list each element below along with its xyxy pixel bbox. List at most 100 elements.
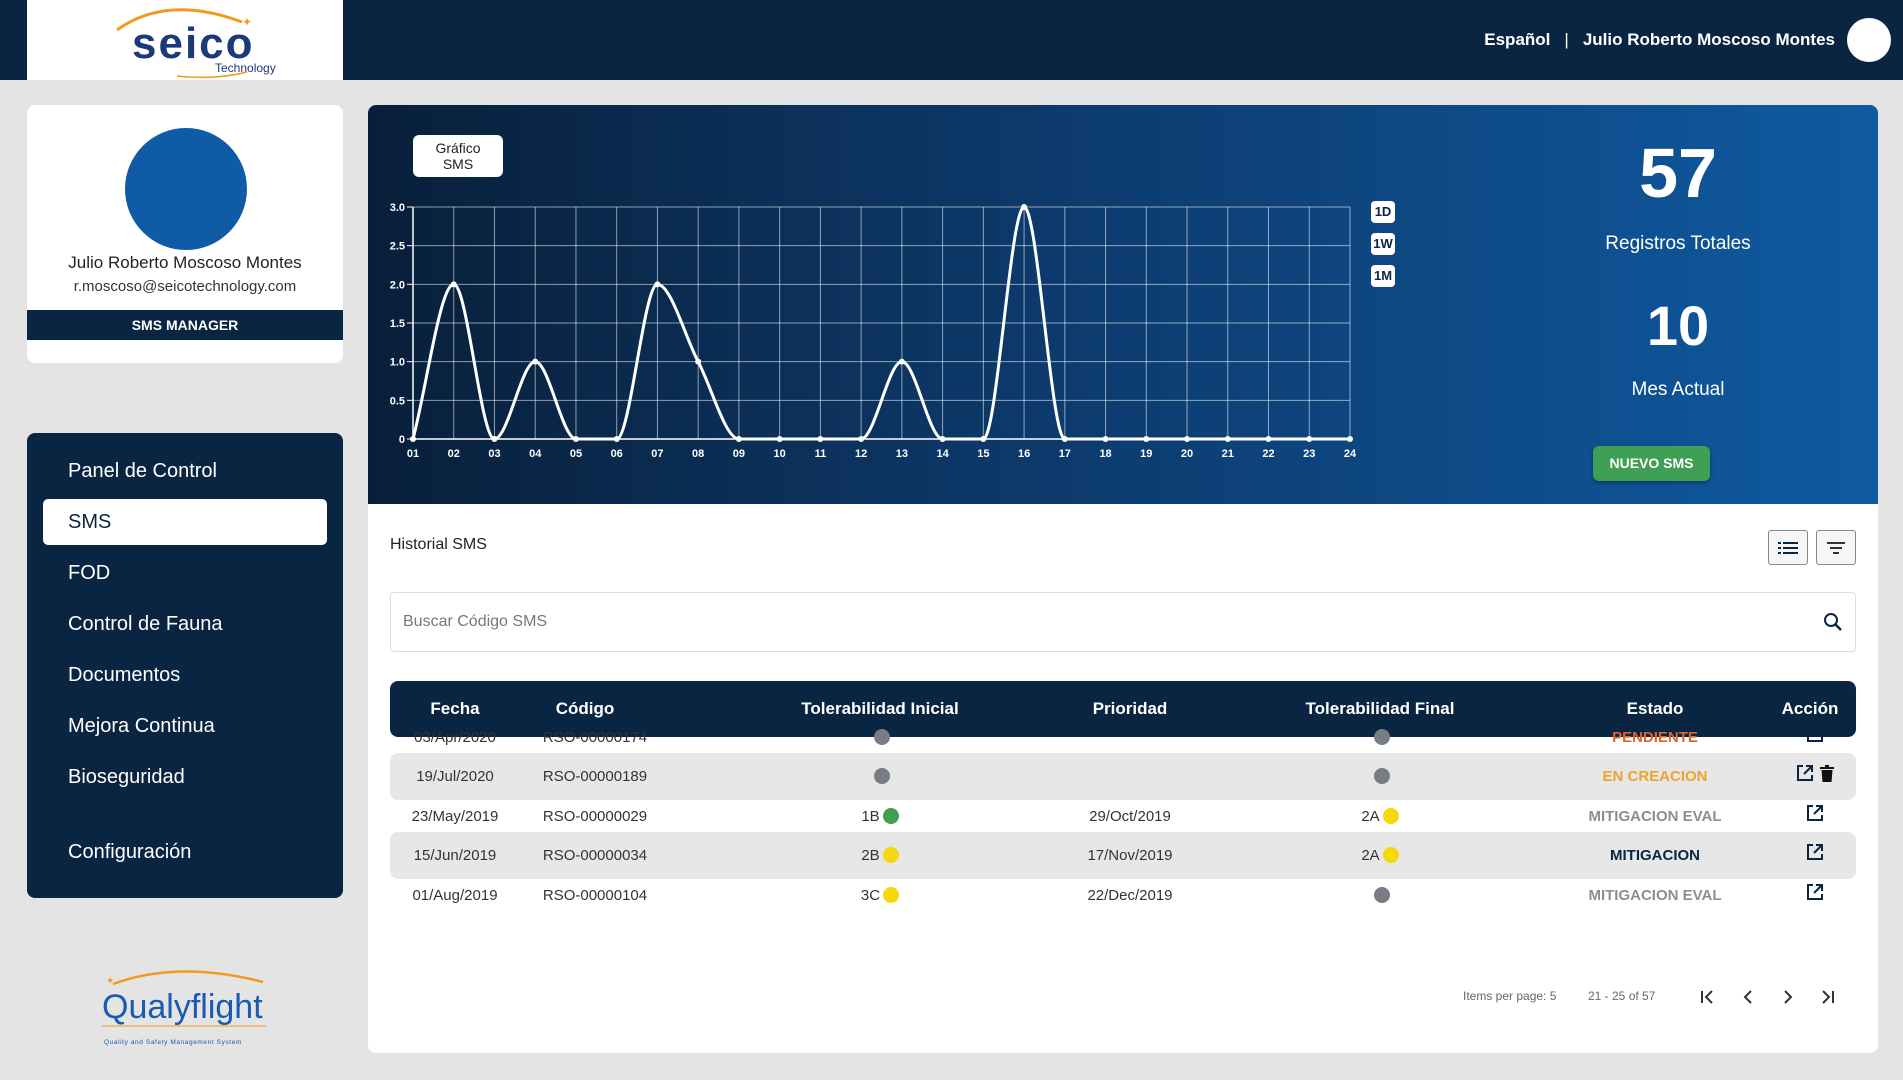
- data-point: [1224, 436, 1231, 442]
- x-tick-label: 03: [488, 448, 500, 460]
- data-point: [450, 281, 457, 288]
- previous-page-button[interactable]: [1735, 985, 1761, 1009]
- table-row[interactable]: 19/Jul/2020 RSO-00000189 EN CREACION: [390, 753, 1856, 800]
- topbar-separator: |: [1564, 30, 1569, 49]
- x-tick-label: 22: [1262, 448, 1274, 460]
- chart-title: Gráfico SMS: [413, 135, 503, 177]
- search-input[interactable]: [391, 593, 1791, 651]
- data-point: [1102, 436, 1109, 442]
- total-records-label: Registros Totales: [1605, 233, 1751, 254]
- search-icon[interactable]: [1823, 612, 1843, 632]
- table-row[interactable]: 15/Jun/2019 RSO-00000034 2B 17/Nov/2019 2A MI…: [390, 832, 1856, 879]
- table-row[interactable]: 23/May/2019 RSO-00000029 1B 29/Oct/2019 2A MI…: [390, 793, 1856, 840]
- svg-text:✦: ✦: [242, 15, 252, 29]
- header-fecha[interactable]: Fecha: [430, 699, 480, 718]
- delete-record-icon[interactable]: [1820, 754, 1834, 801]
- data-point: [980, 436, 987, 442]
- list-view-button[interactable]: [1768, 530, 1808, 565]
- next-page-button[interactable]: [1775, 985, 1801, 1009]
- cell-tolerabilidad-final: [1230, 714, 1530, 761]
- cell-codigo: RSO-00000029: [542, 808, 648, 825]
- cell-codigo: RSO-00000174: [542, 729, 648, 746]
- cell-fecha: 23/May/2019: [411, 808, 499, 825]
- x-tick-label: 14: [936, 448, 949, 460]
- filter-button[interactable]: [1816, 530, 1856, 565]
- cell-accion: [1770, 753, 1860, 800]
- cell-tolerabilidad-final: 2A: [1230, 832, 1530, 879]
- new-sms-button[interactable]: NUEVO SMS: [1593, 446, 1710, 481]
- table-row[interactable]: 03/Apr/2020 RSO-00000174 PENDIENTE: [390, 714, 1856, 761]
- data-point: [1021, 204, 1028, 210]
- cell-prioridad: 17/Nov/2019: [1087, 847, 1173, 864]
- tolerability-dot: [873, 729, 890, 746]
- items-per-page-select[interactable]: 5: [1549, 989, 1557, 1003]
- nav-item-documentos[interactable]: Documentos: [68, 664, 181, 686]
- x-tick-label: 08: [692, 448, 704, 460]
- nav-item-fod[interactable]: FOD: [68, 562, 111, 584]
- cell-tolerabilidad-inicial: 3C: [750, 872, 1010, 919]
- cell-fecha: 03/Apr/2020: [414, 729, 496, 746]
- cell-fecha: 01/Aug/2019: [412, 887, 498, 904]
- tolerability-dot: [1373, 887, 1390, 904]
- y-tick-label: 0: [399, 434, 405, 446]
- nav-item-panel-de-control[interactable]: Panel de Control: [68, 460, 217, 482]
- header-tolerabilidad-inicial[interactable]: Tolerabilidad Inicial: [801, 699, 959, 718]
- range-1w-button[interactable]: 1W: [1371, 233, 1395, 255]
- items-per-page-label: Items per page: 5: [1463, 989, 1557, 1003]
- header-tolerabilidad-final[interactable]: Tolerabilidad Final: [1305, 699, 1455, 718]
- tolerability-dot: [1373, 768, 1390, 785]
- sms-line-chart: 0 0.5 1.0 1.5 2.0 2.5 3.0 01 02 03 04 05 06 07 08 09 10 1…: [390, 202, 1357, 460]
- first-page-icon: [1701, 990, 1713, 1004]
- topbar-user-name[interactable]: Julio Roberto Moscoso Montes: [1582, 30, 1835, 49]
- last-page-button[interactable]: [1814, 985, 1840, 1009]
- header-accion: Acción: [1781, 699, 1839, 718]
- tolerability-dot: [883, 887, 900, 904]
- open-record-icon[interactable]: [1806, 794, 1824, 841]
- nav-item-mejora-continua[interactable]: Mejora Continua: [68, 715, 215, 737]
- range-1d-button[interactable]: 1D: [1371, 201, 1395, 223]
- nav-item-bioseguridad[interactable]: Bioseguridad: [68, 766, 185, 788]
- svg-text:✦: ✦: [106, 976, 114, 987]
- cell-fecha: 19/Jul/2020: [416, 768, 494, 785]
- open-record-icon[interactable]: [1796, 754, 1814, 801]
- header-prioridad[interactable]: Prioridad: [1092, 699, 1168, 718]
- open-record-icon[interactable]: [1806, 873, 1824, 920]
- cell-estado: MITIGACION EVAL: [1588, 887, 1722, 904]
- cell-codigo: RSO-00000034: [542, 847, 648, 864]
- cell-tolerabilidad-inicial: 2B: [750, 832, 1010, 879]
- nav-item-control-de-fauna[interactable]: Control de Fauna: [68, 613, 223, 635]
- header-codigo[interactable]: Código: [555, 699, 615, 718]
- table-header: Fecha Código Tolerabilidad Inicial Prior…: [390, 681, 1856, 737]
- y-tick-label: 2.0: [390, 279, 405, 291]
- header-estado[interactable]: Estado: [1626, 699, 1684, 718]
- x-tick-label: 09: [733, 448, 745, 460]
- x-tick-label: 05: [570, 448, 582, 460]
- qualyflight-logo: ✦ Qualyflight Quality and Safety Managem…: [98, 966, 278, 1057]
- chevron-right-icon: [1784, 990, 1793, 1004]
- data-point: [491, 436, 498, 442]
- x-tick-label: 07: [651, 448, 663, 460]
- current-month-value: 10: [1646, 294, 1710, 357]
- cell-accion: [1770, 714, 1860, 761]
- table-row[interactable]: 01/Aug/2019 RSO-00000104 3C 22/Dec/2019 MITI…: [390, 872, 1856, 919]
- user-avatar[interactable]: [1847, 18, 1891, 62]
- chevron-left-icon: [1743, 990, 1752, 1004]
- nav-item-sms[interactable]: SMS: [43, 499, 327, 545]
- range-1m-button[interactable]: 1M: [1371, 265, 1395, 287]
- seico-logo-tagline: Technology: [215, 61, 276, 75]
- x-tick-label: 04: [529, 448, 542, 460]
- nav-item-configuracion[interactable]: Configuración: [68, 841, 192, 863]
- language-selector[interactable]: Español: [1484, 30, 1551, 49]
- x-tick-label: 01: [407, 448, 419, 460]
- profile-name: Julio Roberto Moscoso Montes: [68, 253, 302, 272]
- open-record-icon[interactable]: [1806, 833, 1824, 880]
- first-page-button[interactable]: [1695, 985, 1721, 1009]
- open-record-icon[interactable]: [1806, 715, 1824, 762]
- qualyflight-logo-tagline: Quality and Safety Management System: [104, 1039, 242, 1046]
- pagination-range: 21 - 25 of 57: [1588, 989, 1656, 1003]
- y-tick-label: 3.0: [390, 202, 405, 214]
- seico-logo[interactable]: ✦ seico Technology: [27, 0, 343, 80]
- tolerability-dot: [1382, 847, 1399, 864]
- x-tick-label: 24: [1344, 448, 1357, 460]
- cell-tolerabilidad-final: [1230, 753, 1530, 800]
